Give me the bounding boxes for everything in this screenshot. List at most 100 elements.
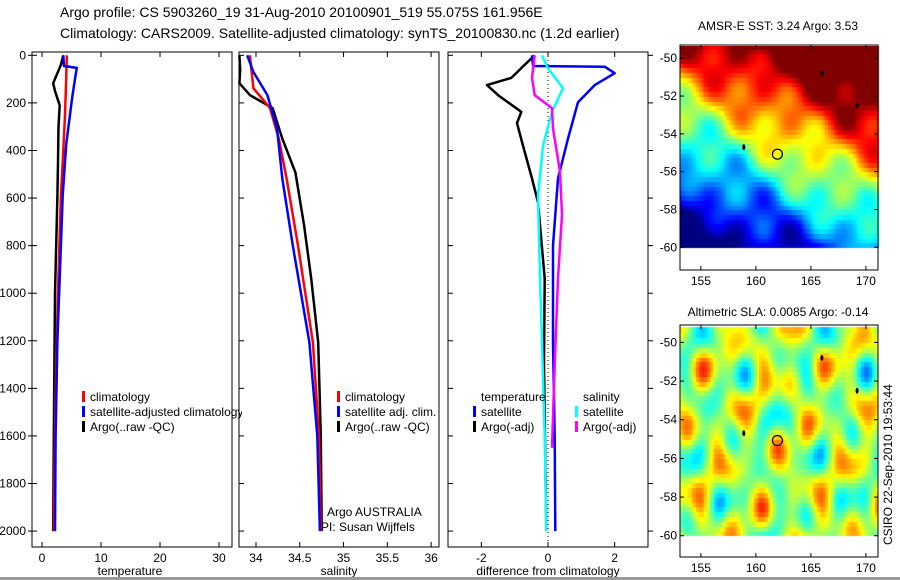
temperature-axes-box [31,51,233,548]
x-tick-label: 30 [212,551,226,565]
lat-tick-label: -58 [660,490,678,504]
legend-swatch-satellite [82,406,85,417]
legend-swatch-sal-satellite [575,406,578,417]
legend-swatch-argo [82,421,85,432]
legend-label: satellite adj. clim. [345,405,436,419]
island-marker [855,387,859,394]
legend-label: satellite [583,405,624,419]
sla-map-panel: 155 160 165 170 -50 -52 -54 -56 -58 -60 [660,324,879,575]
legend-label: Argo(..raw -QC) [90,420,175,434]
lon-tick-label: 170 [856,274,876,288]
lon-tick-label: 170 [856,561,876,575]
y-tick-label: 1600 [0,429,26,443]
legend-header-salinity: salinity [583,390,620,404]
salinity-series-climatology [248,55,323,532]
argo-pi-label: PI: Susan Wijffels [321,520,415,534]
sla-map-image [680,325,878,557]
legend-label: climatology [345,390,405,404]
legend-label: satellite-adjusted climatology [90,405,243,419]
lon-tick-label: 165 [801,274,821,288]
x-tick-label: 34.5 [288,551,312,565]
y-tick-label: 800 [6,239,26,253]
difference-panel: -2 0 2 [447,51,653,565]
temperature-legend: climatology satellite-adjusted climatolo… [82,390,243,434]
salinity-axes-box [238,51,440,548]
temperature-series-satellite-adjusted-climatology [53,55,79,532]
legend-swatch-temp-satellite [473,406,476,417]
legend-label: satellite [481,405,522,419]
x-tick-label: 34 [249,551,263,565]
x-tick-label: 2 [611,551,618,565]
lat-tick-label: -60 [660,529,678,543]
difference-legend: temperature salinity satellite Argo(-adj… [473,390,636,434]
y-tick-label: 200 [6,96,26,110]
lon-tick-label: 160 [746,561,766,575]
salinity-xlabel: salinity [321,564,358,578]
x-tick-label: -2 [476,551,487,565]
salinity-series-argo-raw-qc [238,55,323,532]
y-tick-label: 1400 [0,381,26,395]
sla-map-title: Altimetric SLA: 0.0085 Argo: -0.14 [688,305,869,319]
legend-label: climatology [90,390,150,404]
island-marker [855,102,859,109]
lat-tick-label: -54 [660,413,678,427]
temperature-xlabel: temperature [98,564,163,578]
argo-position-marker [771,148,784,160]
lon-tick-label: 165 [801,561,821,575]
credit-timestamp: CSIRO 22-Sep-2010 19:53:44 [881,384,895,545]
difference-xlabel: difference from climatology [476,564,619,578]
y-tick-label: 1200 [0,334,26,348]
legend-swatch-argo [337,421,340,432]
lat-tick-label: -60 [660,240,678,254]
lon-tick-label: 155 [691,561,711,575]
argo-agency-label: Argo AUSTRALIA [327,505,422,519]
legend-label: Argo(..raw -QC) [345,420,430,434]
x-tick-label: 35.5 [376,551,400,565]
difference-series-salinity-argo-adj [530,55,564,448]
difference-series-salinity-satellite [536,54,565,532]
sst-map-axes-box [679,44,879,271]
island-marker [742,430,746,437]
sla-map-axes-box [679,324,879,558]
y-tick-label: 400 [6,143,26,157]
lat-tick-label: -54 [660,127,678,141]
legend-swatch-temp-argo [473,421,476,432]
sst-map-title: AMSR-E SST: 3.24 Argo: 3.53 [698,19,858,33]
lat-tick-label: -52 [660,89,678,103]
x-tick-label: 20 [153,551,167,565]
salinity-legend: climatology satellite adj. clim. Argo(..… [337,390,436,434]
island-marker [742,144,746,151]
salinity-series-satellite-adj-clim [246,54,322,532]
lat-tick-label: -56 [660,451,678,465]
y-tick-label: 2000 [0,524,26,538]
y-tick-label: 0 [19,48,26,62]
lat-tick-label: -50 [660,335,678,349]
temperature-series-argo-raw-qc [51,54,65,532]
island-marker [820,70,824,77]
salinity-panel: 34 34.5 35 35.5 36 [238,51,440,565]
y-tick-label: 1800 [0,476,26,490]
lat-tick-label: -50 [660,51,678,65]
lat-tick-label: -52 [660,374,678,388]
legend-swatch-satellite [337,406,340,417]
x-tick-label: 35 [337,551,351,565]
legend-header-temperature: temperature [481,390,546,404]
y-tick-label: 600 [6,191,26,205]
legend-swatch-sal-argo [575,421,578,432]
x-tick-label: 0 [545,551,552,565]
difference-series-temperature-argo-adj [485,54,548,532]
sst-map-panel: 155 160 165 170 -50 -52 -54 -56 -58 -60 [660,44,879,288]
legend-label: Argo(-adj) [481,420,534,434]
lon-tick-label: 160 [746,274,766,288]
argo-position-marker [771,434,784,447]
x-tick-label: 0 [39,551,46,565]
legend-swatch-climatology [337,391,340,402]
temperature-panel: 0 10 20 30 0 200 400 600 800 1000 1200 1400 1600 1800… [0,48,233,565]
figure-title-line2: Climatology: CARS2009. Satellite-adjuste… [60,25,620,41]
difference-series-temperature-satellite [530,55,616,532]
legend-swatch-climatology [82,391,85,402]
legend-label: Argo(-adj) [583,420,636,434]
lat-tick-label: -56 [660,165,678,179]
figure-title-line1: Argo profile: CS 5903260_19 31-Aug-2010 … [60,4,543,20]
x-tick-label: 10 [94,551,108,565]
